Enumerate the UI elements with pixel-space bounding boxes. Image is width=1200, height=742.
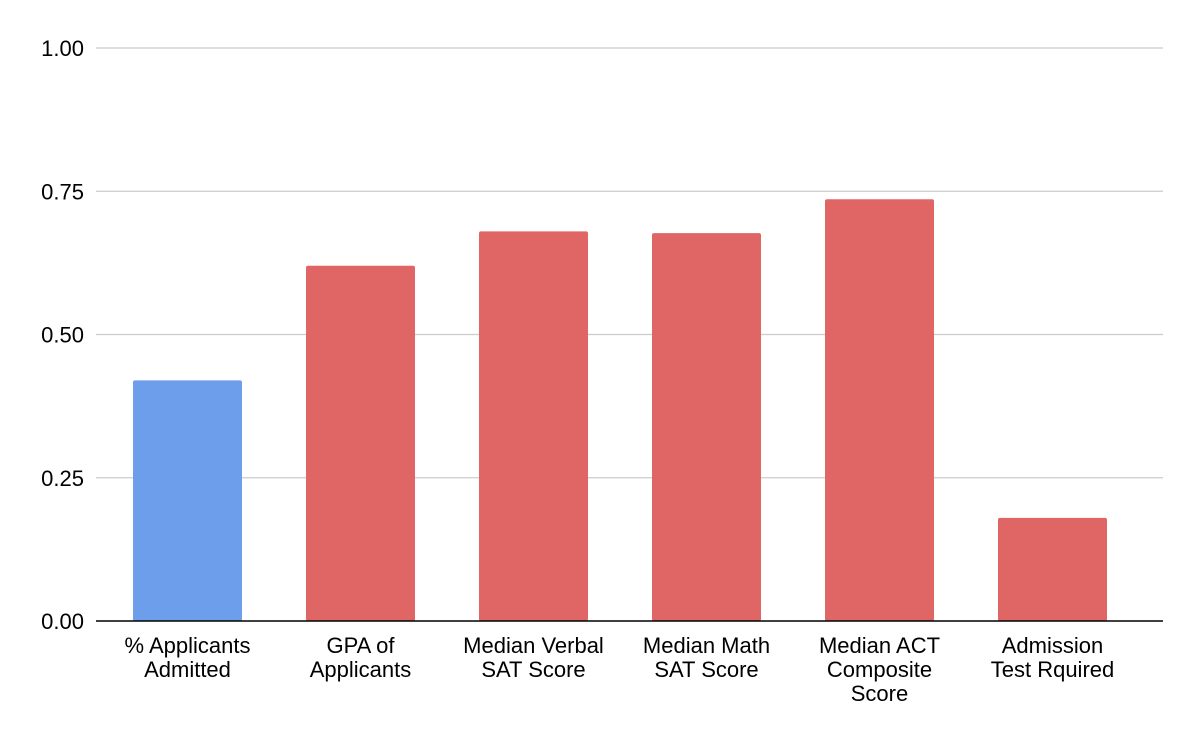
x-tick-label: SAT Score (481, 657, 585, 682)
gridlines (96, 47, 1163, 479)
bars (133, 199, 1107, 622)
bar (306, 265, 415, 621)
x-tick-label: Admitted (144, 657, 231, 682)
x-tick-label: Median Verbal (463, 633, 604, 658)
x-tick-label: Median ACT (819, 633, 940, 658)
x-tick-label: Test Rquired (991, 657, 1115, 682)
bar (825, 199, 934, 621)
y-tick-label: 0.00 (41, 609, 84, 634)
x-tick-label: SAT Score (654, 657, 758, 682)
y-tick-label: 0.50 (41, 323, 84, 348)
bar (998, 517, 1107, 621)
y-tick-label: 0.75 (41, 179, 84, 204)
bar (479, 231, 588, 622)
bar (133, 380, 242, 621)
y-tick-label: 1.00 (41, 36, 84, 61)
y-tick-label: 0.25 (41, 466, 84, 491)
x-tick-label: GPA of (326, 633, 395, 658)
x-tick-label: Score (851, 681, 908, 706)
x-tick-label: Admission (1002, 633, 1103, 658)
x-tick-label: Applicants (310, 657, 412, 682)
x-tick-label: % Applicants (125, 633, 251, 658)
x-tick-label: Median Math (643, 633, 770, 658)
bar (652, 233, 761, 622)
x-tick-label: Composite (827, 657, 932, 682)
y-axis-tick-labels: 0.00 0.25 0.50 0.75 1.00 (41, 36, 84, 634)
